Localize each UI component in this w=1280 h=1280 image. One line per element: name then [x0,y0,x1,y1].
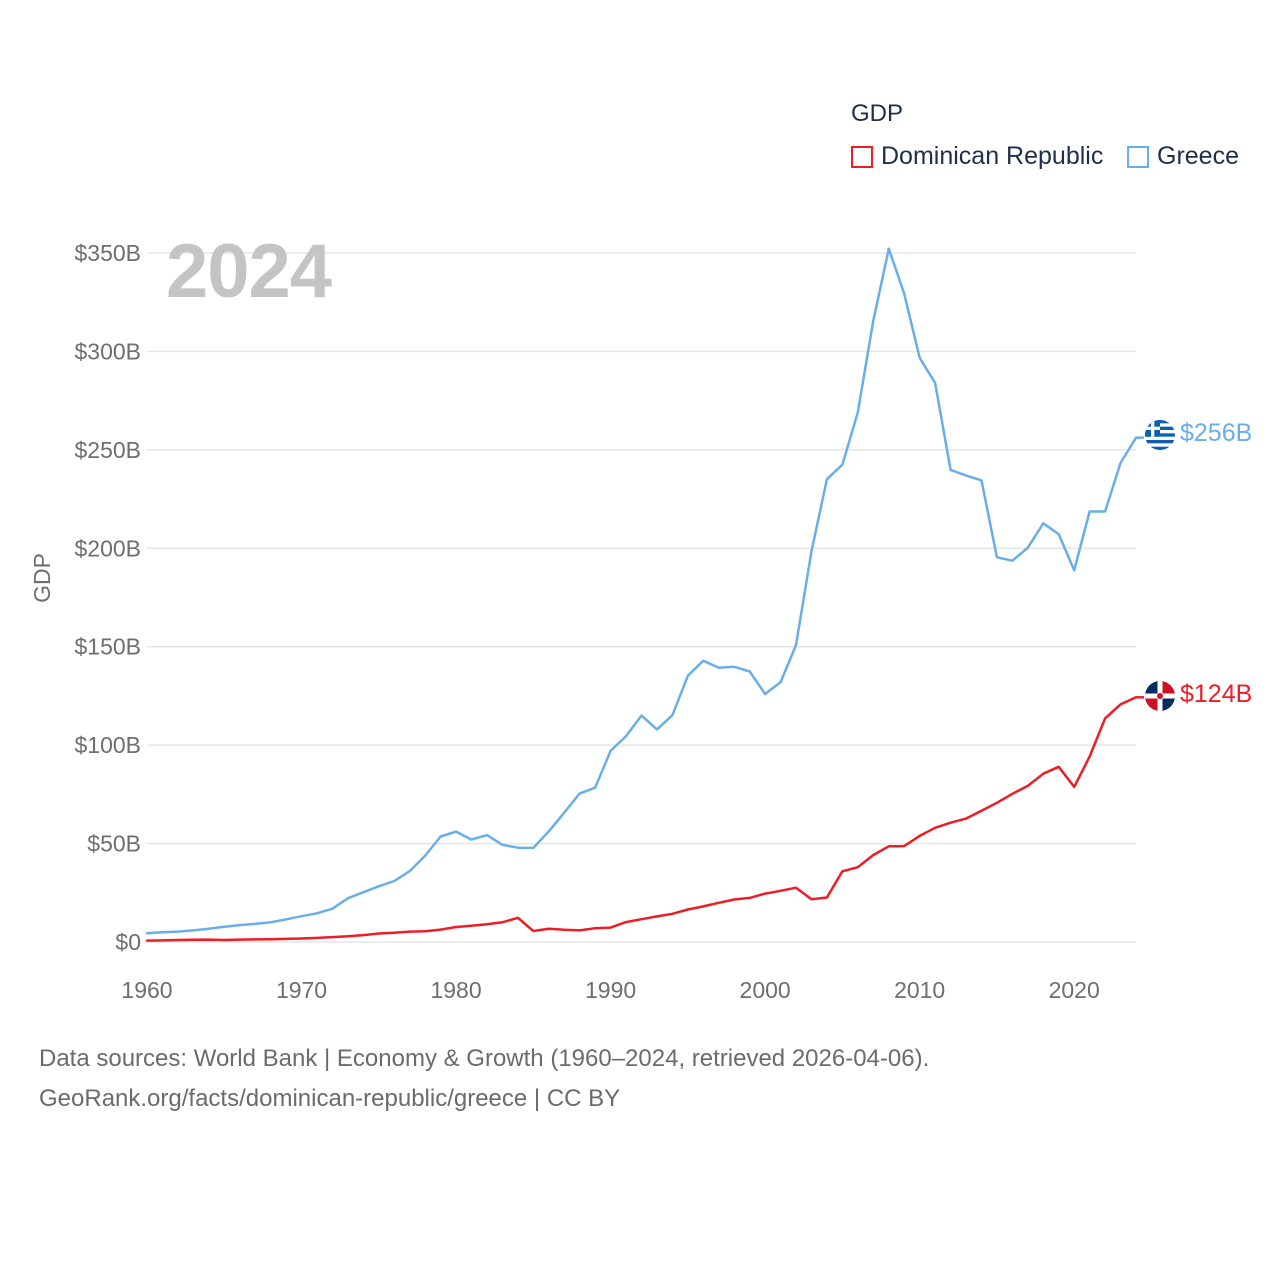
x-tick-label: 1970 [276,977,327,1003]
grid [147,252,1136,943]
y-tick-label: $150B [74,634,141,660]
legend-label-greece: Greece [1157,142,1239,170]
greece-flag-icon [1145,420,1175,450]
source-line-2[interactable]: GeoRank.org/facts/dominican-republic/gre… [39,1085,621,1112]
end-flags [1145,420,1175,711]
end-label-greece: $256B [1180,419,1253,447]
legend-item-dominican-republic[interactable]: Dominican Republic [851,142,1103,171]
end-label-dominican-republic: $124B [1180,680,1253,708]
x-tick-label: 1960 [121,977,172,1003]
x-tick-label: 2020 [1049,977,1100,1003]
year-watermark: 2024 [166,229,332,314]
series-line-greece[interactable] [145,247,1138,935]
y-tick-label: $0 [115,929,141,955]
x-axis-ticks: 1960 1970 1980 1990 2000 2010 2020 [121,977,1099,1003]
y-tick-label: $300B [74,338,141,364]
legend-title: GDP [851,100,904,127]
source-line-1: Data sources: World Bank | Economy & Gro… [39,1045,930,1072]
y-tick-label: $50B [87,831,141,857]
legend-item-greece[interactable]: Greece [1127,142,1239,171]
dominican-republic-flag-icon [1145,681,1175,711]
y-tick-label: $250B [74,437,141,463]
x-tick-label: 2000 [740,977,791,1003]
y-tick-label: $100B [74,732,141,758]
y-axis-title: GDP [29,553,55,603]
legend-label-dominican-republic: Dominican Republic [881,142,1104,170]
x-tick-label: 1990 [585,977,636,1003]
y-axis-ticks: $0 $50B $100B $150B $200B $250B $300B $350B [74,240,141,955]
legend-swatch-greece [1127,145,1149,168]
y-tick-label: $350B [74,240,141,266]
y-tick-label: $200B [74,535,141,561]
x-tick-label: 2010 [894,977,945,1003]
series-lines [145,247,1144,942]
x-tick-label: 1980 [430,977,481,1003]
series-line-dominican-republic[interactable] [145,696,1138,942]
legend-swatch-dominican-republic [851,145,873,168]
